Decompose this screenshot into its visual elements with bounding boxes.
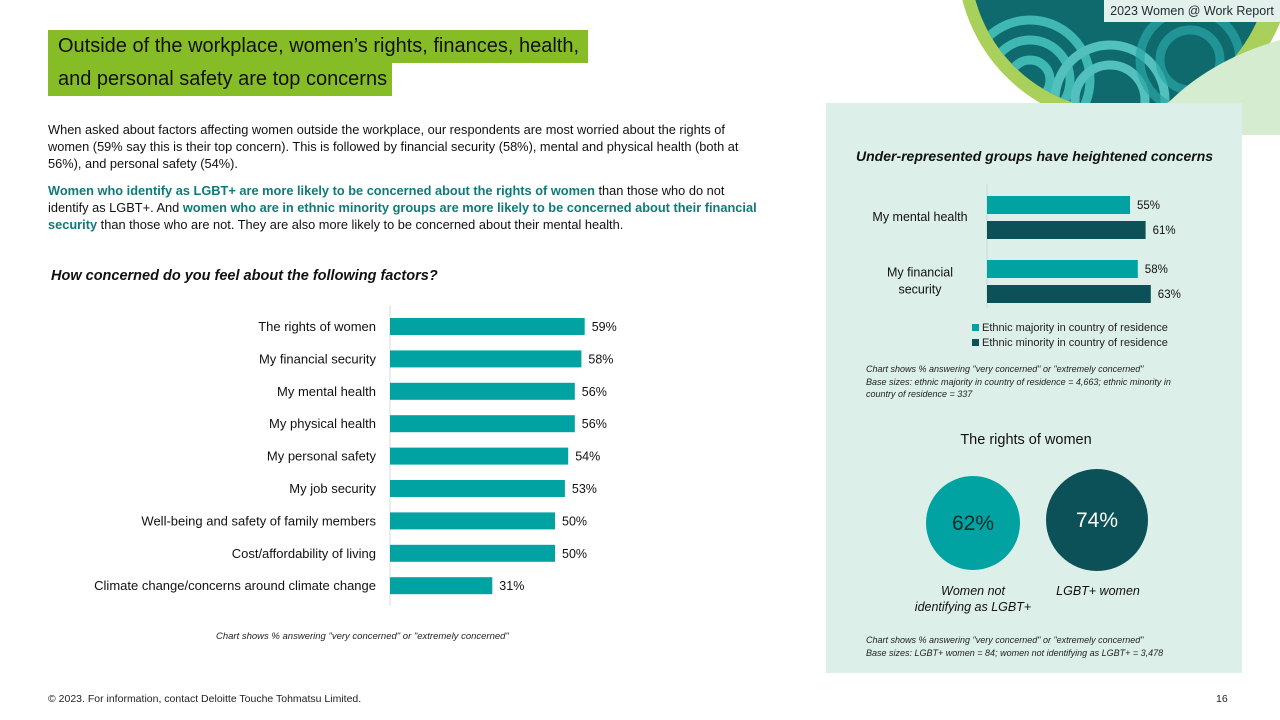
page-title-line-2: and personal safety are top concerns bbox=[48, 63, 392, 96]
page-title: Outside of the workplace, women’s rights… bbox=[48, 30, 588, 96]
category-label-climate-change-concerns-around-climate-change: Climate change/concerns around climate c… bbox=[94, 578, 376, 593]
bubble-lgbt bbox=[1046, 469, 1148, 571]
bar-my-financial-security bbox=[390, 350, 582, 368]
bubble-value-non-lgbt: 62% bbox=[952, 512, 994, 535]
legend-item-majority: Ethnic majority in country of residence bbox=[972, 322, 1168, 334]
side-bar-majority-my-financial-security bbox=[987, 260, 1138, 278]
side-value-label-majority-my-financial-security: 58% bbox=[1145, 264, 1168, 276]
bubble-caption-lgbt: LGBT+ women bbox=[1056, 584, 1140, 598]
page-number: 16 bbox=[1216, 693, 1228, 705]
intro-text-2: than those who are not. They are also mo… bbox=[97, 217, 624, 232]
value-label-cost-affordability-of-living: 50% bbox=[562, 547, 587, 561]
legend-item-minority: Ethnic minority in country of residence bbox=[972, 337, 1168, 349]
side-chart-note-line-3: country of residence = 337 bbox=[866, 389, 973, 399]
legend-swatch-majority bbox=[972, 323, 979, 331]
side-chart-note: Chart shows % answering "very concerned"… bbox=[866, 363, 1171, 401]
highlight-ethnic: women who are in ethnic minority groups … bbox=[48, 200, 757, 232]
rights-title: The rights of women bbox=[960, 432, 1092, 448]
footer-copyright: © 2023. For information, contact Deloitt… bbox=[48, 693, 362, 705]
side-chart-title: Under-represented groups have heightened… bbox=[856, 148, 1214, 164]
rights-bubble-chart: 62% 74% bbox=[926, 469, 1148, 571]
category-label-my-financial-security: My financial security bbox=[259, 351, 377, 366]
category-label-the-rights-of-women: The rights of women bbox=[258, 319, 376, 334]
side-value-label-minority-my-mental-health: 61% bbox=[1153, 225, 1176, 237]
main-bar-chart: The rights of women 59% My financial secur… bbox=[94, 305, 617, 605]
category-label-my-personal-safety: My personal safety bbox=[267, 449, 377, 464]
intro-text-1: than those who do not identify as LGBT+.… bbox=[48, 183, 725, 215]
value-label-well-being-and-safety-of-family-members: 50% bbox=[562, 514, 587, 528]
value-label-my-job-security: 53% bbox=[572, 482, 597, 496]
bubble-value-lgbt: 74% bbox=[1076, 509, 1118, 532]
bubble-non-lgbt bbox=[926, 476, 1020, 570]
side-category-label-my-financial-security: My financial security bbox=[887, 266, 953, 297]
value-label-the-rights-of-women: 59% bbox=[592, 320, 617, 334]
bubble-caption-non-lgbt: Women not identifying as LGBT+ bbox=[903, 583, 1043, 615]
side-bar-minority-my-financial-security bbox=[987, 285, 1151, 303]
highlight-lgbt: Women who identify as LGBT+ are more lik… bbox=[48, 183, 595, 198]
category-label-my-job-security: My job security bbox=[289, 481, 376, 496]
category-label-my-mental-health: My mental health bbox=[277, 384, 376, 399]
decorative-wave-graphic bbox=[962, 0, 1280, 135]
bar-climate-change-concerns-around-climate-change bbox=[390, 577, 493, 595]
value-label-my-personal-safety: 54% bbox=[575, 450, 600, 464]
intro-paragraph-1: When asked about factors affecting women… bbox=[48, 122, 739, 171]
side-value-label-minority-my-financial-security: 63% bbox=[1158, 289, 1181, 301]
category-label-well-being-and-safety-of-family-members: Well-being and safety of family members bbox=[141, 513, 376, 528]
report-tag: 2023 Women @ Work Report bbox=[1104, 0, 1280, 22]
rights-note-line-2: Base sizes: LGBT+ women = 84; women not … bbox=[866, 647, 1164, 658]
intro-paragraph-2: Women who identify as LGBT+ are more lik… bbox=[48, 182, 768, 233]
legend-label-majority: Ethnic majority in country of residence bbox=[982, 322, 1168, 334]
side-bar-majority-my-mental-health bbox=[987, 196, 1130, 214]
category-label-cost-affordability-of-living: Cost/affordability of living bbox=[232, 546, 376, 561]
bar-my-mental-health bbox=[390, 382, 575, 400]
side-bar-chart: My mental health 55% 61% My financial securi… bbox=[872, 184, 1181, 308]
bar-my-job-security bbox=[390, 480, 565, 497]
bar-well-being-and-safety-of-family-members bbox=[390, 512, 555, 530]
bar-the-rights-of-women bbox=[390, 318, 585, 335]
legend-swatch-minority bbox=[972, 338, 979, 346]
main-chart-note: Chart shows % answering "very concerned"… bbox=[216, 631, 509, 642]
bubble-caption-non-lgbt-line-2: identifying as LGBT+ bbox=[914, 600, 1032, 614]
bar-cost-affordability-of-living bbox=[390, 544, 555, 562]
legend-label-minority: Ethnic minority in country of residence bbox=[982, 337, 1168, 349]
main-chart-question: How concerned do you feel about the foll… bbox=[51, 268, 438, 284]
bar-my-personal-safety bbox=[390, 447, 569, 465]
side-chart-note-line-1: Chart shows % answering "very concerned"… bbox=[866, 364, 1144, 374]
category-label-my-physical-health: My physical health bbox=[269, 416, 376, 431]
value-label-my-financial-security: 58% bbox=[588, 352, 613, 366]
bar-my-physical-health bbox=[390, 415, 575, 433]
side-chart-note-line-2: Base sizes: ethnic majority in country o… bbox=[866, 376, 1171, 387]
value-label-my-mental-health: 56% bbox=[582, 385, 607, 399]
rights-note-line-1: Chart shows % answering "very concerned"… bbox=[866, 635, 1144, 645]
page-title-line-1: Outside of the workplace, women’s rights… bbox=[48, 30, 588, 63]
rights-note: Chart shows % answering "very concerned"… bbox=[866, 634, 1163, 659]
value-label-my-physical-health: 56% bbox=[582, 417, 607, 431]
value-label-climate-change-concerns-around-climate-change: 31% bbox=[499, 579, 524, 593]
side-bar-minority-my-mental-health bbox=[987, 221, 1146, 239]
bubble-caption-non-lgbt-line-1: Women not bbox=[941, 584, 1005, 598]
side-category-label-my-mental-health: My mental health bbox=[872, 210, 967, 224]
side-value-label-majority-my-mental-health: 55% bbox=[1137, 200, 1160, 212]
